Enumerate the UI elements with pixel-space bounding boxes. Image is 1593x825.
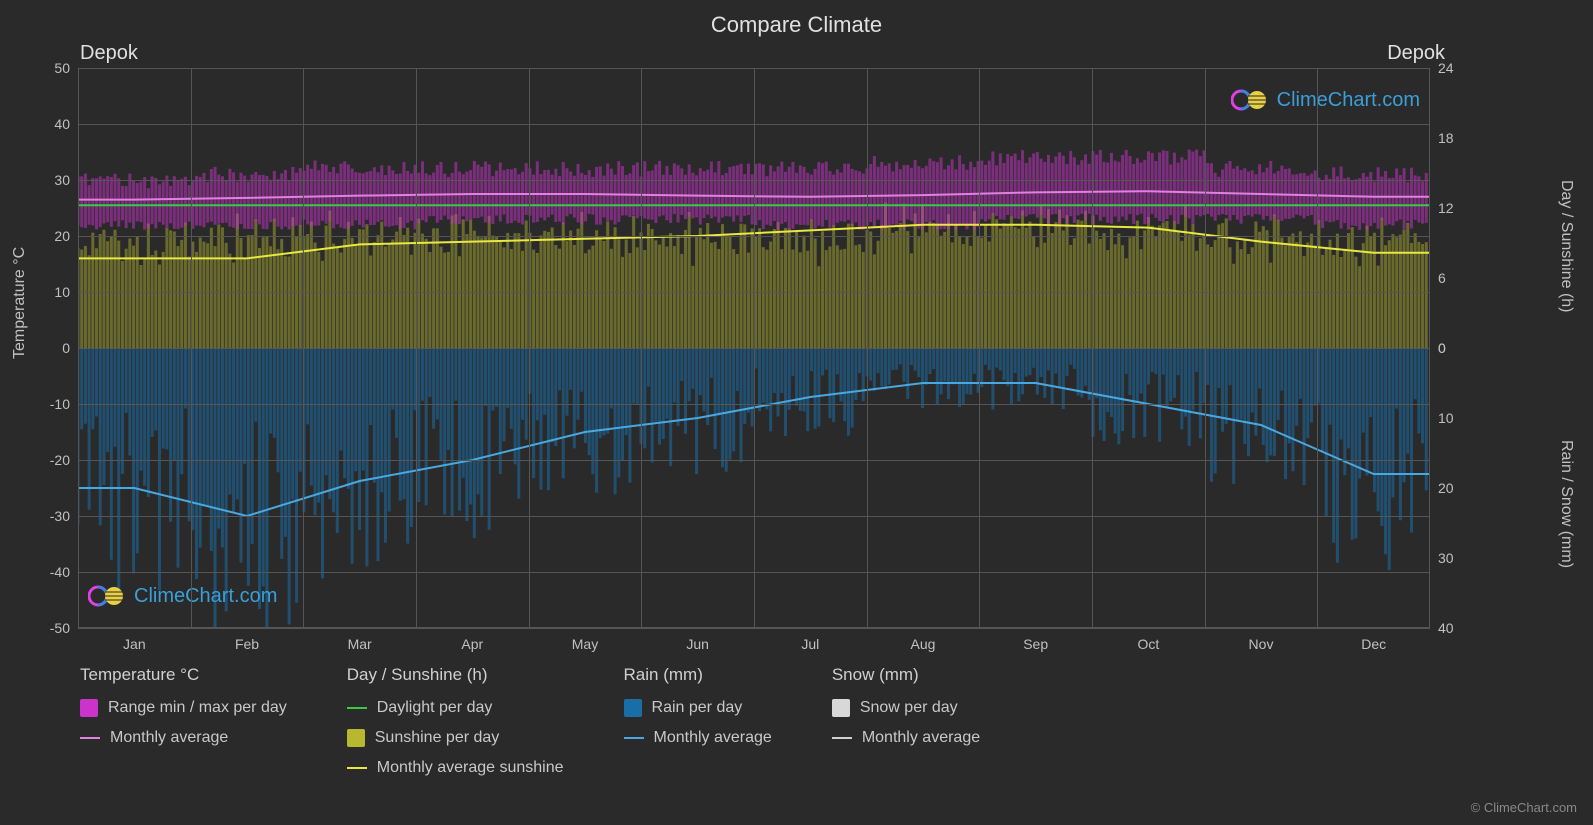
y-tick-right: 20: [1438, 480, 1454, 496]
legend-item-label: Daylight per day: [377, 699, 493, 717]
y-axis-left-label: Temperature °C: [11, 247, 29, 359]
y-tick-left: -30: [50, 508, 70, 524]
chart-title: Compare Climate: [0, 0, 1593, 38]
legend-item-label: Range min / max per day: [108, 699, 287, 717]
watermark-bottom: ClimeChart.com: [88, 584, 277, 608]
y-tick-left: -10: [50, 396, 70, 412]
y-tick-left: 40: [54, 116, 70, 132]
x-tick: Sep: [1023, 636, 1048, 652]
legend-item-label: Rain per day: [652, 699, 743, 717]
legend-line-icon: [832, 737, 852, 739]
legend-group: Day / Sunshine (h) Daylight per day Sunshi…: [347, 665, 564, 777]
x-tick: Dec: [1361, 636, 1386, 652]
legend-line-icon: [624, 737, 644, 739]
chart-plot-area: ClimeChart.com ClimeChart.com 5040302010…: [78, 68, 1430, 628]
x-tick: Mar: [348, 636, 372, 652]
legend-swatch-icon: [624, 699, 642, 717]
logo-icon: [1231, 88, 1271, 112]
legend-item: Monthly average: [80, 729, 287, 747]
x-tick: Jan: [123, 636, 146, 652]
y-tick-right: 12: [1438, 200, 1454, 216]
legend-item-label: Sunshine per day: [375, 729, 500, 747]
y-axis-right-label-top: Day / Sunshine (h): [1557, 180, 1575, 313]
y-axis-right-label-bottom: Rain / Snow (mm): [1557, 440, 1575, 568]
watermark-text: ClimeChart.com: [134, 585, 277, 608]
legend-item: Daylight per day: [347, 699, 564, 717]
legend-swatch-icon: [347, 729, 365, 747]
y-tick-left: -20: [50, 452, 70, 468]
legend-swatch-icon: [80, 699, 98, 717]
legend-group: Snow (mm) Snow per day Monthly average: [832, 665, 980, 777]
y-tick-right: 40: [1438, 620, 1454, 636]
legend-item-label: Monthly average: [110, 729, 228, 747]
y-tick-left: 50: [54, 60, 70, 76]
legend-line-icon: [80, 737, 100, 739]
y-tick-left: -40: [50, 564, 70, 580]
legend-line-icon: [347, 767, 367, 769]
location-label-left: Depok: [80, 42, 138, 65]
y-tick-right: 10: [1438, 410, 1454, 426]
legend-line-icon: [347, 707, 367, 709]
x-tick: Oct: [1137, 636, 1159, 652]
x-tick: Feb: [235, 636, 259, 652]
x-tick: Apr: [461, 636, 483, 652]
legend-item: Monthly average: [624, 729, 772, 747]
legend-group-title: Rain (mm): [624, 665, 772, 685]
legend-item: Monthly average: [832, 729, 980, 747]
y-tick-left: 10: [54, 284, 70, 300]
location-label-right: Depok: [1387, 42, 1445, 65]
watermark-text: ClimeChart.com: [1277, 89, 1420, 112]
y-tick-left: -50: [50, 620, 70, 636]
legend-group-title: Day / Sunshine (h): [347, 665, 564, 685]
legend-group: Rain (mm) Rain per day Monthly average: [624, 665, 772, 777]
y-tick-right: 18: [1438, 130, 1454, 146]
y-tick-left: 0: [62, 340, 70, 356]
legend-item: Rain per day: [624, 699, 772, 717]
x-tick: Jun: [686, 636, 709, 652]
x-tick: Jul: [801, 636, 819, 652]
y-tick-right: 24: [1438, 60, 1454, 76]
legend-item-label: Monthly average: [862, 729, 980, 747]
legend-item-label: Monthly average sunshine: [377, 759, 564, 777]
watermark-top: ClimeChart.com: [1231, 88, 1420, 112]
legend-item: Sunshine per day: [347, 729, 564, 747]
copyright: © ClimeChart.com: [1471, 800, 1577, 815]
legend-group: Temperature °C Range min / max per day Mon…: [80, 665, 287, 777]
legend-swatch-icon: [832, 699, 850, 717]
legend-group-title: Temperature °C: [80, 665, 287, 685]
x-tick: Nov: [1249, 636, 1274, 652]
y-tick-right: 0: [1438, 340, 1446, 356]
y-tick-right: 30: [1438, 550, 1454, 566]
legend-item: Snow per day: [832, 699, 980, 717]
y-tick-left: 20: [54, 228, 70, 244]
y-tick-left: 30: [54, 172, 70, 188]
legend-item: Monthly average sunshine: [347, 759, 564, 777]
legend-item: Range min / max per day: [80, 699, 287, 717]
legend-group-title: Snow (mm): [832, 665, 980, 685]
x-tick: Aug: [911, 636, 936, 652]
legend: Temperature °C Range min / max per day Mon…: [80, 665, 1513, 777]
legend-item-label: Snow per day: [860, 699, 958, 717]
logo-icon: [88, 584, 128, 608]
legend-item-label: Monthly average: [654, 729, 772, 747]
y-tick-right: 6: [1438, 270, 1446, 286]
x-tick: May: [572, 636, 598, 652]
